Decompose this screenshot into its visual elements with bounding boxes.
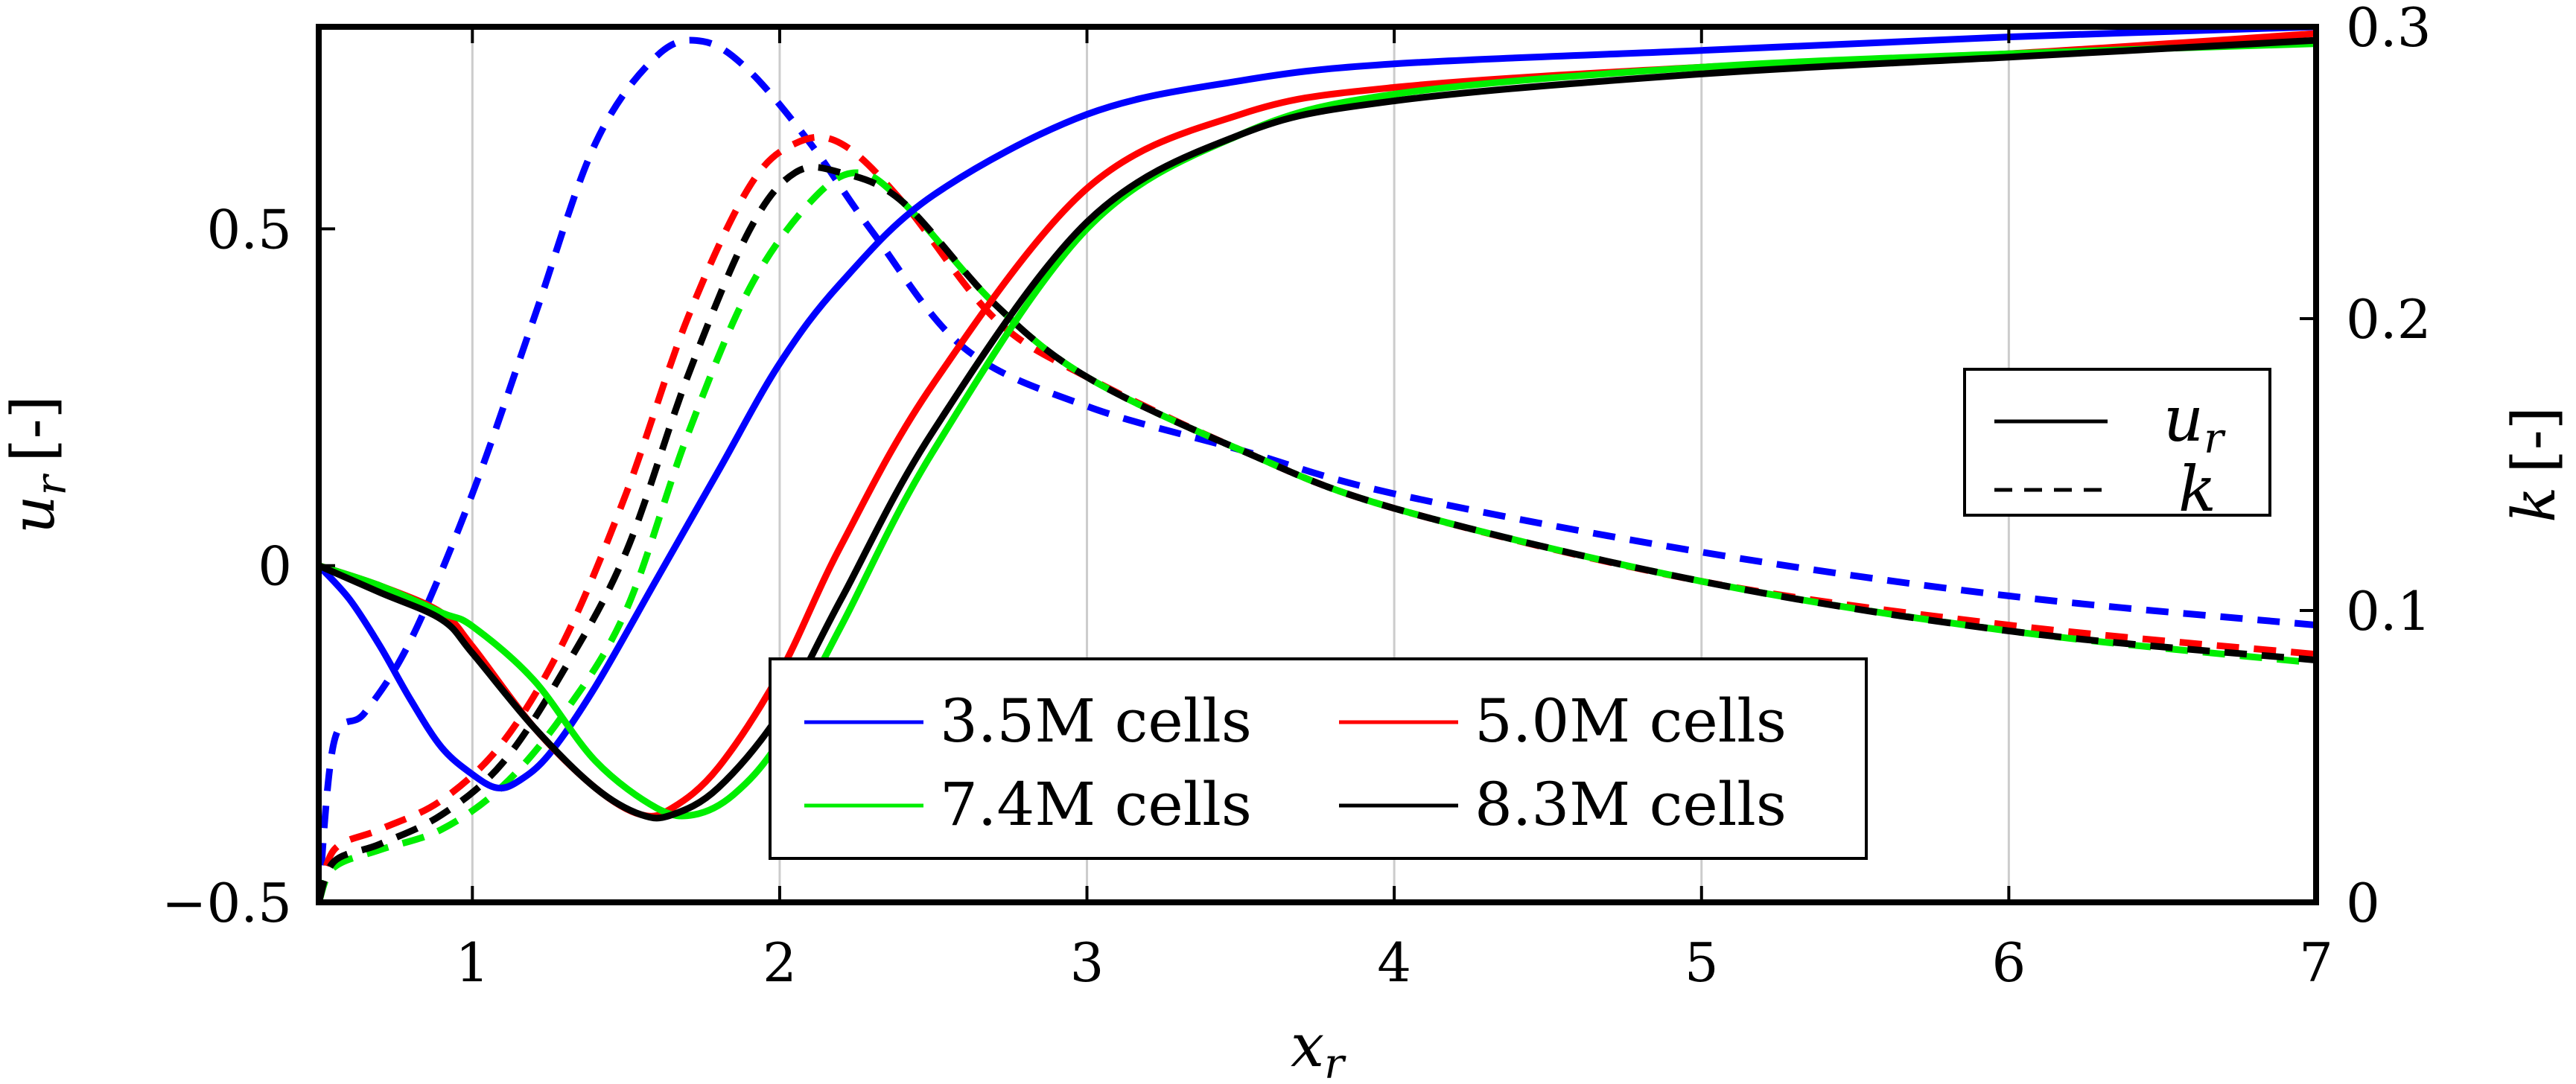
series-ur-3-5m-cells (319, 27, 2316, 792)
legend-variables: ur k (1963, 368, 2271, 526)
x-tick-label-5: 5 (1685, 931, 1719, 994)
legend-ur-label: ur (2163, 383, 2226, 463)
right-y-tick-label-2: 0.2 (2346, 288, 2432, 351)
x-axis-label: xr (1291, 1011, 1346, 1084)
x-tick-label-1: 1 (455, 931, 489, 994)
series-k-3-5m-cells (319, 36, 2316, 902)
left-y-tick-label-0: −0.5 (162, 872, 292, 934)
right-y-axis-label: k[-] (2499, 406, 2569, 523)
series-layer (319, 27, 2316, 902)
legend-label-5.0m: 5.0M cells (1475, 686, 1787, 756)
tick-marks (319, 25, 2318, 904)
legend-label-3.5m: 3.5M cells (940, 686, 1252, 756)
x-tick-label-3: 3 (1070, 931, 1104, 994)
x-tick-label-4: 4 (1377, 931, 1411, 994)
legend-cells: 3.5M cells 5.0M cells 7.4M cells 8.3M ce… (769, 657, 1868, 860)
right-y-tick-label-0: 0 (2346, 872, 2380, 934)
right-y-tick-label-3: 0.3 (2346, 0, 2432, 59)
right-y-tick-label-1: 0.1 (2346, 580, 2432, 643)
x-tick-label-7: 7 (2299, 931, 2333, 994)
left-y-tick-label-2: 0.5 (206, 198, 292, 261)
x-tick-label-6: 6 (1991, 931, 2026, 994)
left-y-axis-label: ur[-] (0, 395, 76, 534)
left-y-tick-label-1: 0 (258, 535, 292, 598)
series-ur-8-3m-cells (319, 36, 2316, 822)
series-ur-7-4m-cells (319, 40, 2316, 820)
legend-k-label: k (2178, 453, 2216, 526)
legend-label-8.3m: 8.3M cells (1475, 770, 1787, 839)
series-k-5-0m-cells (319, 133, 2316, 902)
legend-variables-box (1963, 368, 2271, 517)
x-tick-label-2: 2 (763, 931, 797, 994)
plot-frame (316, 24, 2319, 905)
legend-cells-box (769, 657, 1868, 860)
legend-label-7.4m: 7.4M cells (940, 770, 1252, 839)
series-k-8-3m-cells (319, 163, 2316, 902)
